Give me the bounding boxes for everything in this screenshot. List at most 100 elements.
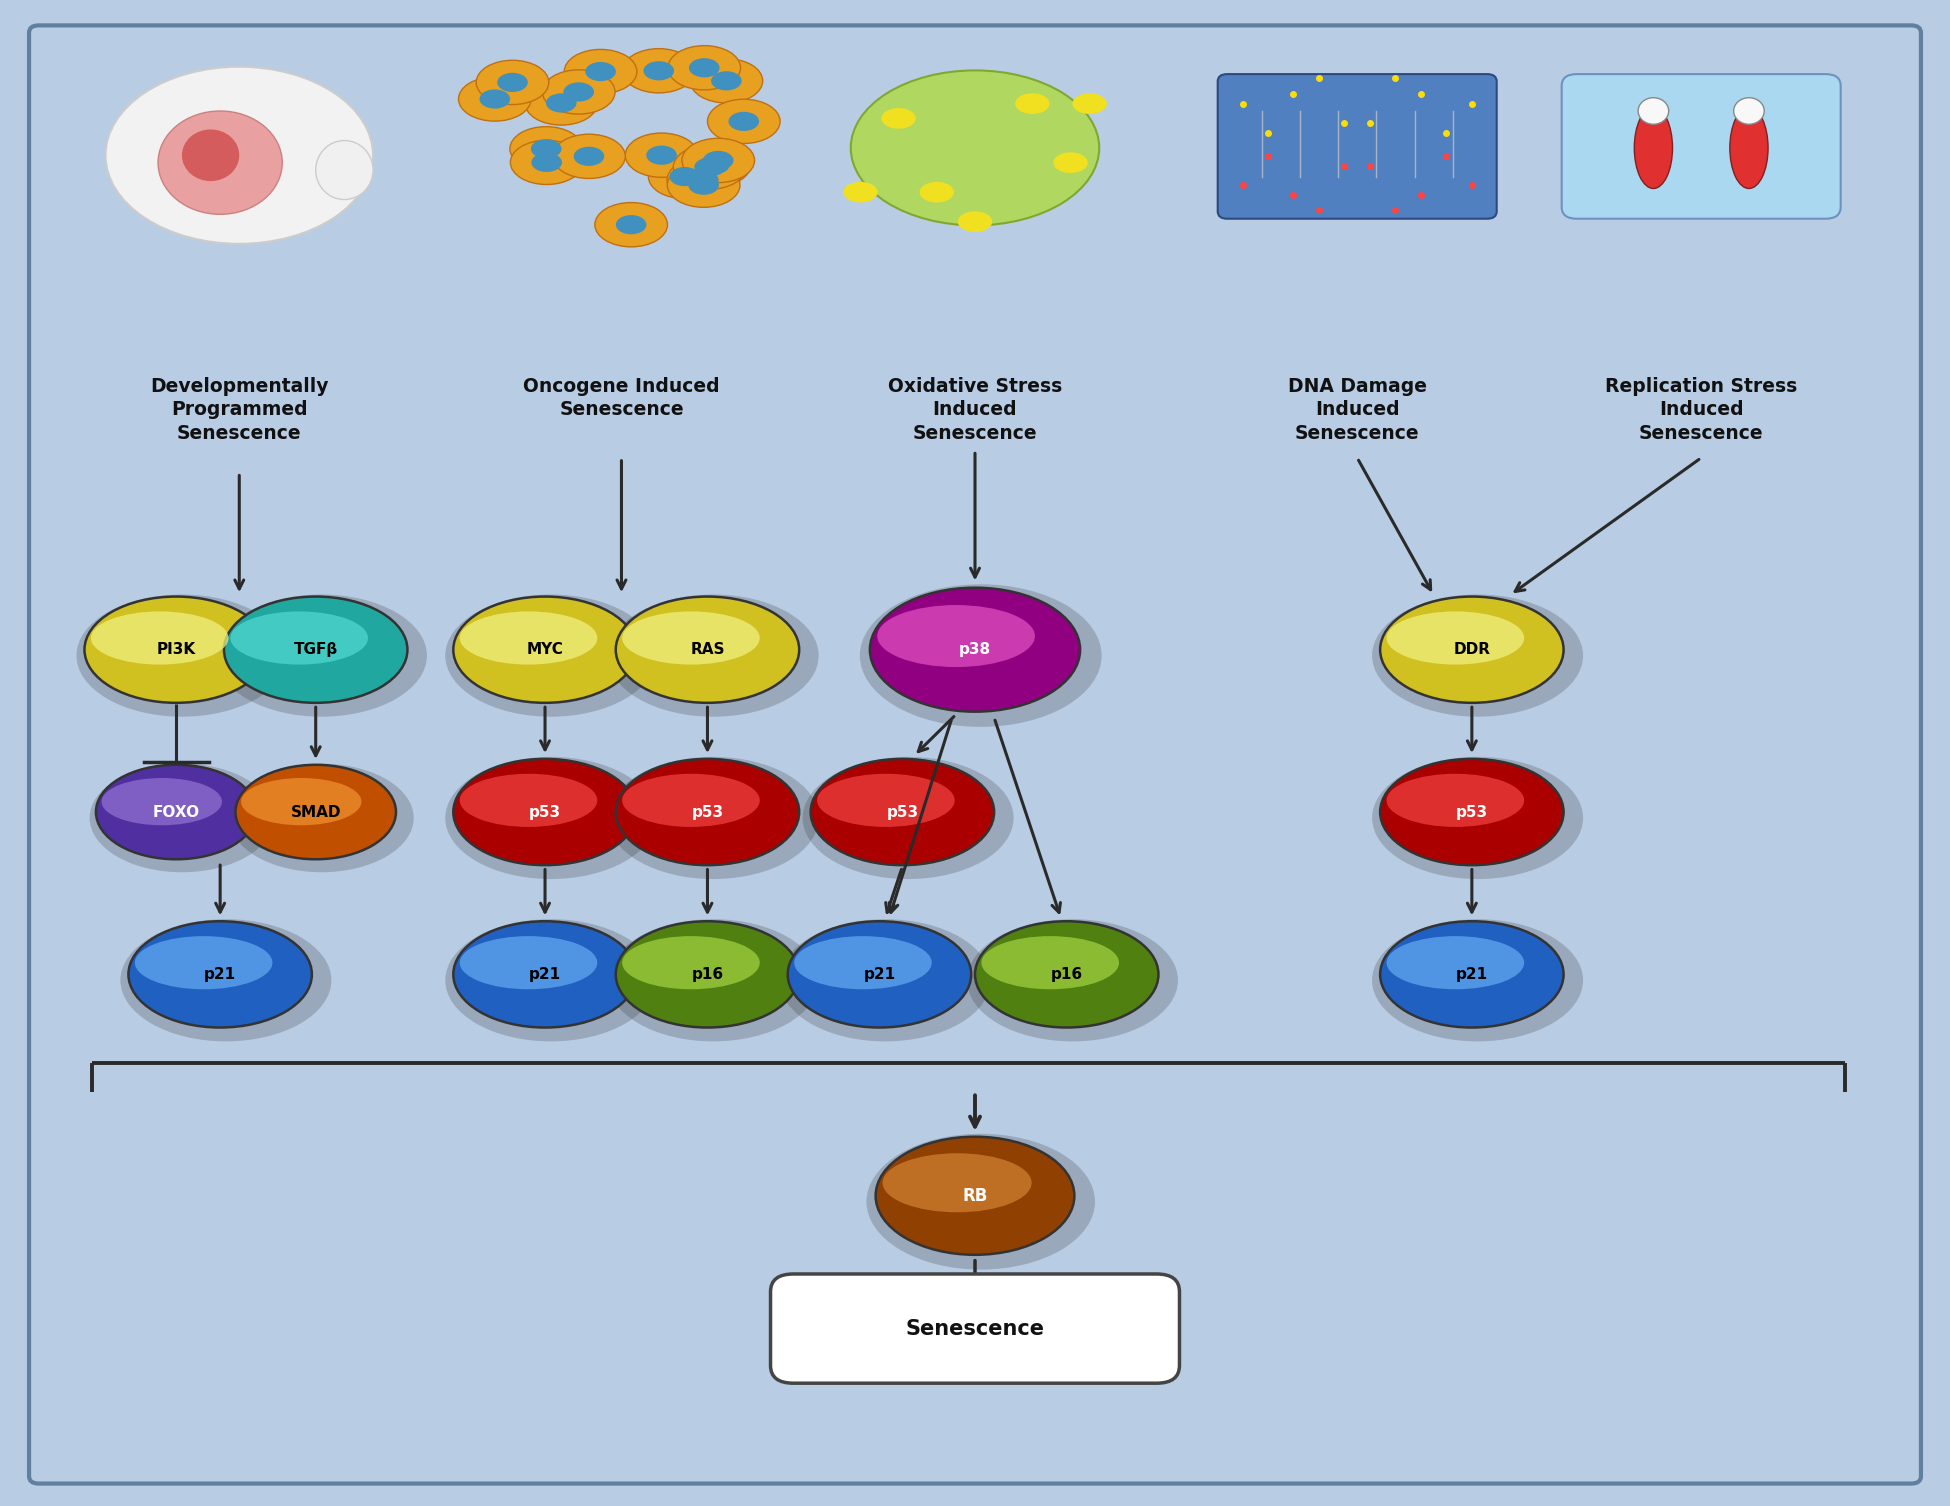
Ellipse shape: [649, 155, 722, 199]
Ellipse shape: [608, 758, 819, 880]
Ellipse shape: [626, 133, 698, 178]
Ellipse shape: [817, 774, 956, 827]
Ellipse shape: [1386, 774, 1525, 827]
Ellipse shape: [497, 72, 528, 92]
Ellipse shape: [1053, 152, 1088, 173]
Ellipse shape: [667, 163, 739, 208]
FancyBboxPatch shape: [1562, 74, 1841, 218]
Ellipse shape: [1381, 759, 1564, 864]
Ellipse shape: [957, 211, 993, 232]
Ellipse shape: [480, 89, 511, 108]
Ellipse shape: [667, 158, 739, 202]
Ellipse shape: [1386, 611, 1525, 664]
Ellipse shape: [669, 167, 700, 187]
Ellipse shape: [532, 152, 562, 172]
Text: Oncogene Induced
Senescence: Oncogene Induced Senescence: [523, 376, 720, 419]
Ellipse shape: [96, 765, 257, 860]
Ellipse shape: [688, 176, 720, 194]
Ellipse shape: [158, 111, 283, 214]
Ellipse shape: [975, 922, 1158, 1027]
Text: p21: p21: [1457, 967, 1488, 982]
Ellipse shape: [967, 919, 1178, 1041]
Ellipse shape: [883, 1154, 1032, 1212]
Ellipse shape: [316, 140, 372, 200]
Ellipse shape: [511, 140, 583, 185]
Ellipse shape: [616, 596, 800, 703]
Ellipse shape: [616, 215, 647, 235]
Text: RB: RB: [961, 1187, 989, 1205]
Text: DDR: DDR: [1453, 642, 1490, 657]
Ellipse shape: [682, 139, 755, 182]
Ellipse shape: [224, 596, 408, 703]
Ellipse shape: [525, 81, 597, 125]
Ellipse shape: [616, 922, 800, 1027]
Ellipse shape: [712, 71, 741, 90]
Ellipse shape: [1638, 98, 1669, 125]
Ellipse shape: [1016, 93, 1049, 114]
Ellipse shape: [981, 937, 1119, 989]
Ellipse shape: [729, 111, 759, 131]
Ellipse shape: [878, 605, 1035, 667]
Ellipse shape: [595, 203, 667, 247]
Ellipse shape: [1634, 107, 1673, 188]
Ellipse shape: [242, 779, 361, 825]
Ellipse shape: [542, 69, 614, 114]
Ellipse shape: [644, 62, 675, 80]
Ellipse shape: [842, 182, 878, 202]
Text: p53: p53: [887, 804, 918, 819]
Ellipse shape: [230, 611, 369, 664]
Ellipse shape: [546, 93, 577, 113]
Ellipse shape: [101, 779, 222, 825]
Ellipse shape: [452, 922, 638, 1027]
Ellipse shape: [1734, 98, 1765, 125]
Ellipse shape: [679, 143, 751, 187]
Ellipse shape: [1373, 595, 1583, 717]
FancyBboxPatch shape: [770, 1274, 1180, 1383]
Ellipse shape: [585, 62, 616, 81]
Text: p53: p53: [528, 804, 562, 819]
Ellipse shape: [445, 595, 657, 717]
Ellipse shape: [230, 764, 413, 872]
Ellipse shape: [673, 145, 747, 190]
Ellipse shape: [1072, 93, 1108, 114]
Ellipse shape: [564, 83, 595, 101]
Ellipse shape: [573, 146, 604, 166]
Ellipse shape: [860, 584, 1102, 727]
Ellipse shape: [129, 922, 312, 1027]
Ellipse shape: [564, 50, 638, 93]
Ellipse shape: [700, 155, 729, 175]
Text: RAS: RAS: [690, 642, 725, 657]
Ellipse shape: [608, 919, 819, 1041]
Ellipse shape: [688, 59, 720, 77]
Text: FOXO: FOXO: [152, 804, 199, 819]
Ellipse shape: [1373, 919, 1583, 1041]
Text: p21: p21: [864, 967, 895, 982]
Ellipse shape: [76, 595, 287, 717]
Ellipse shape: [181, 130, 240, 181]
Ellipse shape: [105, 66, 372, 244]
Ellipse shape: [622, 48, 694, 93]
Ellipse shape: [509, 127, 583, 170]
Text: p16: p16: [692, 967, 723, 982]
Ellipse shape: [121, 919, 332, 1041]
Ellipse shape: [645, 146, 677, 164]
Ellipse shape: [1381, 596, 1564, 703]
Text: Replication Stress
Induced
Senescence: Replication Stress Induced Senescence: [1605, 376, 1798, 443]
Ellipse shape: [794, 937, 932, 989]
Ellipse shape: [460, 774, 597, 827]
Ellipse shape: [780, 919, 991, 1041]
Ellipse shape: [622, 937, 760, 989]
Ellipse shape: [708, 99, 780, 143]
Ellipse shape: [90, 764, 275, 872]
Ellipse shape: [452, 596, 638, 703]
Text: p16: p16: [1051, 967, 1082, 982]
Ellipse shape: [530, 139, 562, 158]
Ellipse shape: [236, 765, 396, 860]
Ellipse shape: [866, 1134, 1096, 1270]
Ellipse shape: [870, 587, 1080, 712]
Ellipse shape: [1381, 922, 1564, 1027]
Ellipse shape: [135, 937, 273, 989]
Text: MYC: MYC: [526, 642, 564, 657]
Ellipse shape: [702, 151, 733, 170]
Ellipse shape: [616, 759, 800, 864]
